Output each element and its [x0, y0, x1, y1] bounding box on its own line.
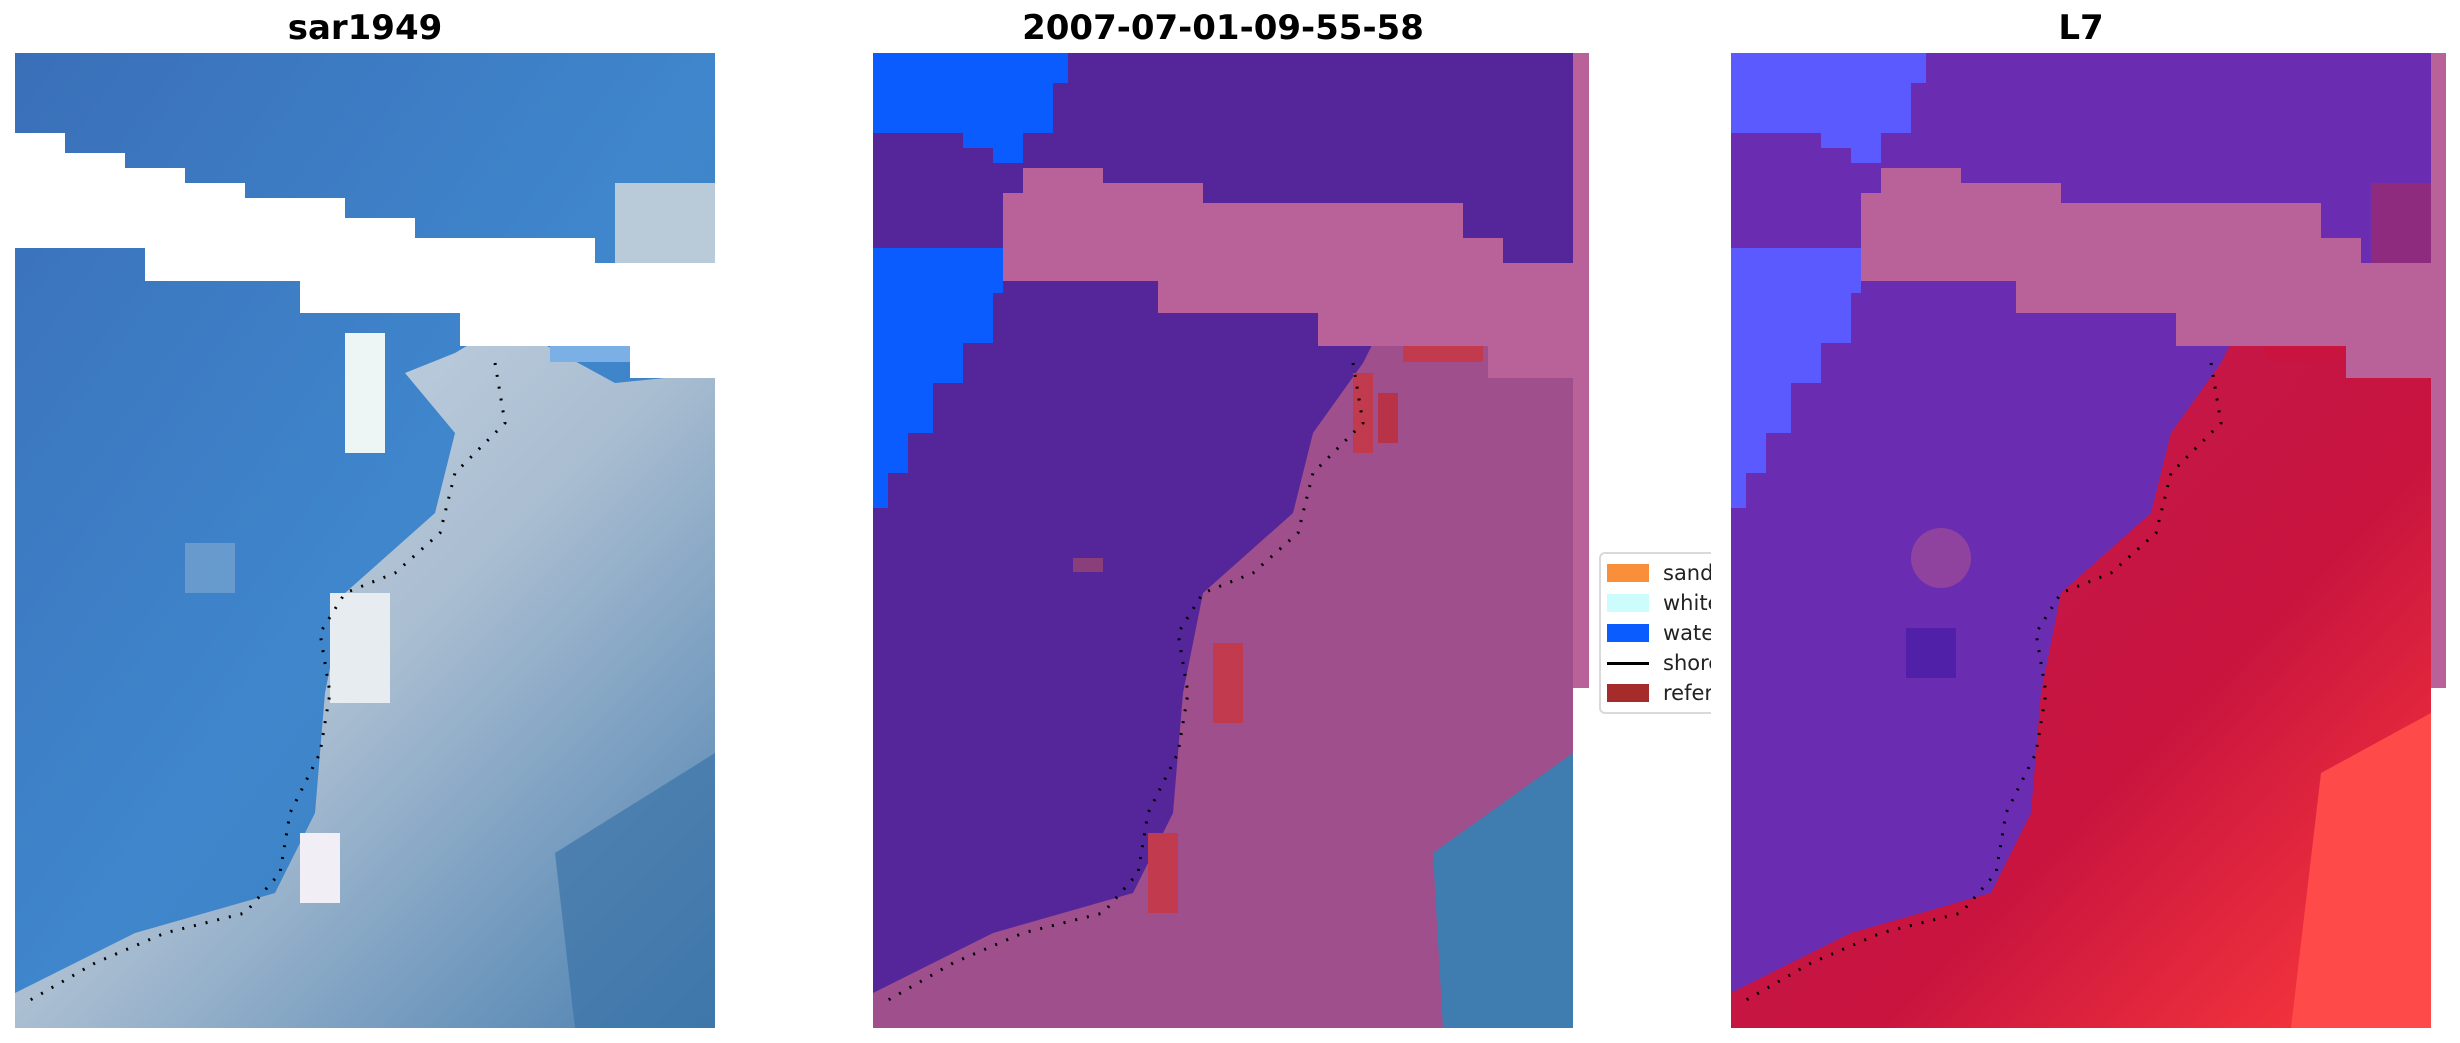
reference-swatch	[1607, 684, 1649, 702]
legend-item-water: water	[1607, 620, 1711, 646]
l7-image	[1731, 53, 2446, 1028]
rgb-image-panel	[15, 53, 715, 1028]
legend-label: sand	[1663, 561, 1711, 585]
legend-label: reference	[1663, 681, 1711, 705]
panel-title-date: 2007-07-01-09-55-58	[1022, 8, 1424, 48]
legend-item-shoreline: shoreline	[1607, 650, 1711, 676]
water-swatch	[1607, 624, 1649, 642]
legend: sand whitewater water shoreline referenc…	[1599, 552, 1711, 714]
sand-swatch	[1607, 564, 1649, 582]
legend-item-whitewater: whitewater	[1607, 590, 1711, 616]
l7-image-panel	[1731, 53, 2446, 1028]
panel-title-sar1949: sar1949	[287, 8, 443, 48]
legend-item-reference: reference	[1607, 680, 1711, 706]
classified-image	[873, 53, 1589, 1028]
legend-label: water	[1663, 621, 1711, 645]
legend-item-sand: sand	[1607, 560, 1711, 586]
shoreline-swatch	[1607, 661, 1649, 665]
rgb-image	[15, 53, 715, 1028]
panel-title-l7: L7	[2058, 8, 2104, 48]
legend-label: shoreline	[1663, 651, 1711, 675]
whitewater-swatch	[1607, 594, 1649, 612]
classified-image-panel	[873, 53, 1589, 1028]
legend-label: whitewater	[1663, 591, 1711, 615]
